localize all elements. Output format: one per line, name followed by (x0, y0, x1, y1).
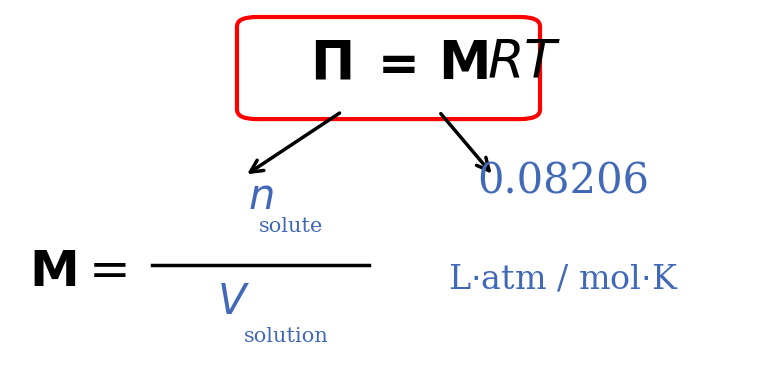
Text: $\mathit{n}$: $\mathit{n}$ (248, 175, 273, 218)
Text: 0.08206: 0.08206 (477, 160, 650, 203)
Text: $\mathit{V}$: $\mathit{V}$ (217, 281, 249, 324)
Text: $\mathbf{M}$: $\mathbf{M}$ (437, 39, 487, 90)
Text: L$\cdot$atm / mol$\cdot$K: L$\cdot$atm / mol$\cdot$K (448, 264, 678, 296)
Text: solution: solution (243, 327, 329, 346)
Text: $\mathbf{\Pi}$: $\mathbf{\Pi}$ (309, 39, 351, 90)
Text: $\mathbf{\mathit{RT}}$: $\mathbf{\mathit{RT}}$ (487, 39, 562, 90)
Text: $\mathbf{=}$: $\mathbf{=}$ (368, 40, 416, 89)
Text: solute: solute (260, 217, 323, 236)
Text: $\mathbf{M} =$: $\mathbf{M} =$ (29, 248, 127, 297)
FancyBboxPatch shape (237, 17, 540, 119)
